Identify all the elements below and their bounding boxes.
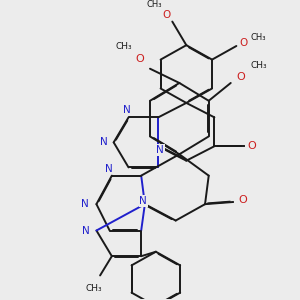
Text: N: N — [81, 199, 89, 209]
Text: N: N — [105, 164, 112, 174]
Text: CH₃: CH₃ — [250, 32, 266, 41]
Text: O: O — [162, 10, 170, 20]
Text: N: N — [100, 137, 108, 147]
Text: O: O — [247, 141, 256, 151]
Text: N: N — [156, 145, 164, 155]
Text: N: N — [123, 105, 131, 115]
Text: O: O — [136, 54, 145, 64]
Text: O: O — [239, 38, 248, 48]
Text: CH₃: CH₃ — [115, 42, 132, 51]
Text: N: N — [82, 226, 90, 236]
Text: N: N — [139, 196, 147, 206]
Text: CH₃: CH₃ — [85, 284, 102, 293]
Text: O: O — [238, 195, 247, 206]
Text: CH₃: CH₃ — [250, 61, 267, 70]
Text: O: O — [236, 71, 245, 82]
Text: CH₃: CH₃ — [146, 0, 162, 9]
